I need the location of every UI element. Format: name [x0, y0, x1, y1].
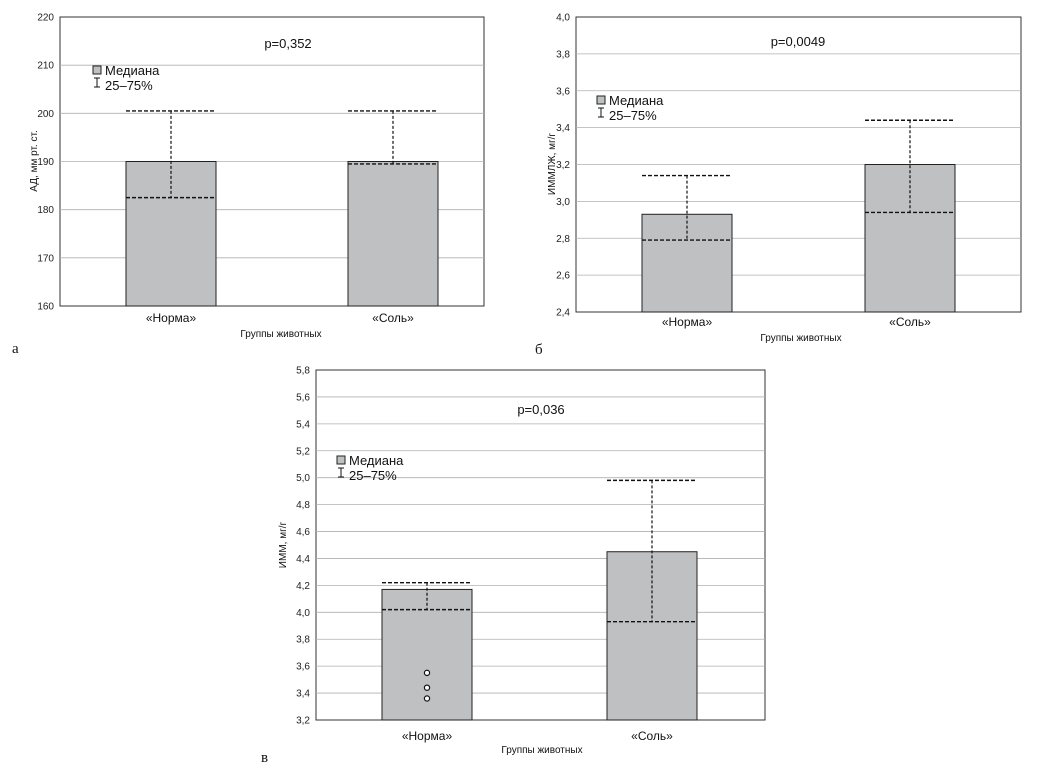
legend-iqr-label: 25–75% [105, 78, 153, 93]
panel-label: б [535, 342, 543, 358]
y-tick-label: 5,0 [296, 473, 310, 484]
category-label: «Норма» [662, 315, 713, 329]
y-tick-label: 3,6 [296, 662, 310, 673]
y-tick-label: 3,6 [556, 86, 570, 97]
legend-median-swatch [336, 455, 346, 465]
legend-iqr-icon [338, 467, 344, 478]
bar [606, 551, 698, 721]
x-axis-title: Группы животных [501, 745, 582, 756]
y-tick-label: 3,4 [296, 689, 310, 700]
y-tick-label: 2,4 [556, 308, 570, 319]
y-tick-label: 5,4 [296, 419, 310, 430]
panel-в: 3,2 3,4 3,6 3,8 4,0 4,2 4,4 4,6 4,8 5,0 5,2 5,4 5,6 5… [261, 366, 766, 766]
p-value: p=0,036 [517, 402, 564, 417]
y-tick-label: 4,8 [296, 500, 310, 511]
y-tick-label: 160 [37, 302, 54, 313]
y-tick-label: 3,8 [556, 49, 570, 60]
y-tick-label: 170 [37, 253, 54, 264]
category-label: «Соль» [889, 315, 931, 329]
legend-median-label: Медиана [349, 453, 404, 468]
y-tick-label: 5,6 [296, 392, 310, 403]
legend-iqr-label: 25–75% [609, 108, 657, 123]
y-tick-label: 4,4 [296, 554, 310, 565]
y-tick-label: 3,4 [556, 123, 570, 134]
p-value: p=0,352 [264, 36, 311, 51]
y-tick-label: 2,8 [556, 234, 570, 245]
legend-median-swatch [92, 65, 102, 75]
y-tick-label: 3,2 [556, 160, 570, 171]
outlier-point [423, 669, 431, 677]
y-tick-label: 4,2 [296, 581, 310, 592]
category-label: «Соль» [372, 311, 414, 325]
legend-median-label: Медиана [105, 63, 160, 78]
legend-iqr-label: 25–75% [349, 468, 397, 483]
y-tick-label: 5,8 [296, 366, 310, 377]
y-tick-label: 190 [37, 157, 54, 168]
y-tick-label: 4,0 [296, 608, 310, 619]
y-tick-label: 4,6 [296, 527, 310, 538]
category-label: «Соль» [631, 729, 673, 743]
y-tick-label: 180 [37, 205, 54, 216]
panel-label: в [261, 750, 268, 766]
panel-а: 160 170 180 190 200 210 220 «Норма» «Соль» p=0,35… [12, 13, 485, 357]
y-tick-label: 200 [37, 109, 54, 120]
bar [864, 164, 956, 313]
outlier-point [423, 695, 431, 702]
panel-label: а [12, 341, 19, 357]
legend-median-swatch [596, 95, 606, 105]
y-tick-label: 3,2 [296, 716, 310, 727]
y-tick-label: 220 [37, 13, 54, 24]
panel-б: 2,4 2,6 2,8 3,0 3,2 3,4 3,6 3,8 4,0 «Норма» «Соль»… [535, 13, 1022, 358]
bar [347, 161, 439, 307]
y-tick-label: 3,0 [556, 197, 570, 208]
y-axis-title: ИММЛЖ, мг/г [547, 133, 558, 196]
legend-iqr-icon [598, 107, 604, 118]
y-tick-label: 3,8 [296, 635, 310, 646]
y-tick-label: 5,2 [296, 446, 310, 457]
category-label: «Норма» [146, 311, 197, 325]
y-tick-label: 2,6 [556, 271, 570, 282]
outlier-point [423, 684, 431, 691]
y-tick-label: 4,0 [556, 13, 570, 24]
legend-median-label: Медиана [609, 93, 664, 108]
x-axis-title: Группы животных [240, 329, 321, 340]
y-axis-title: ИММ, мг/г [278, 521, 289, 568]
p-value: p=0,0049 [771, 34, 826, 49]
x-axis-title: Группы животных [760, 333, 841, 344]
y-tick-label: 210 [37, 61, 54, 72]
y-axis-title: АД, мм рт. ст. [29, 130, 40, 191]
bar [641, 213, 733, 313]
legend-iqr-icon [94, 77, 100, 88]
category-label: «Норма» [402, 729, 453, 743]
